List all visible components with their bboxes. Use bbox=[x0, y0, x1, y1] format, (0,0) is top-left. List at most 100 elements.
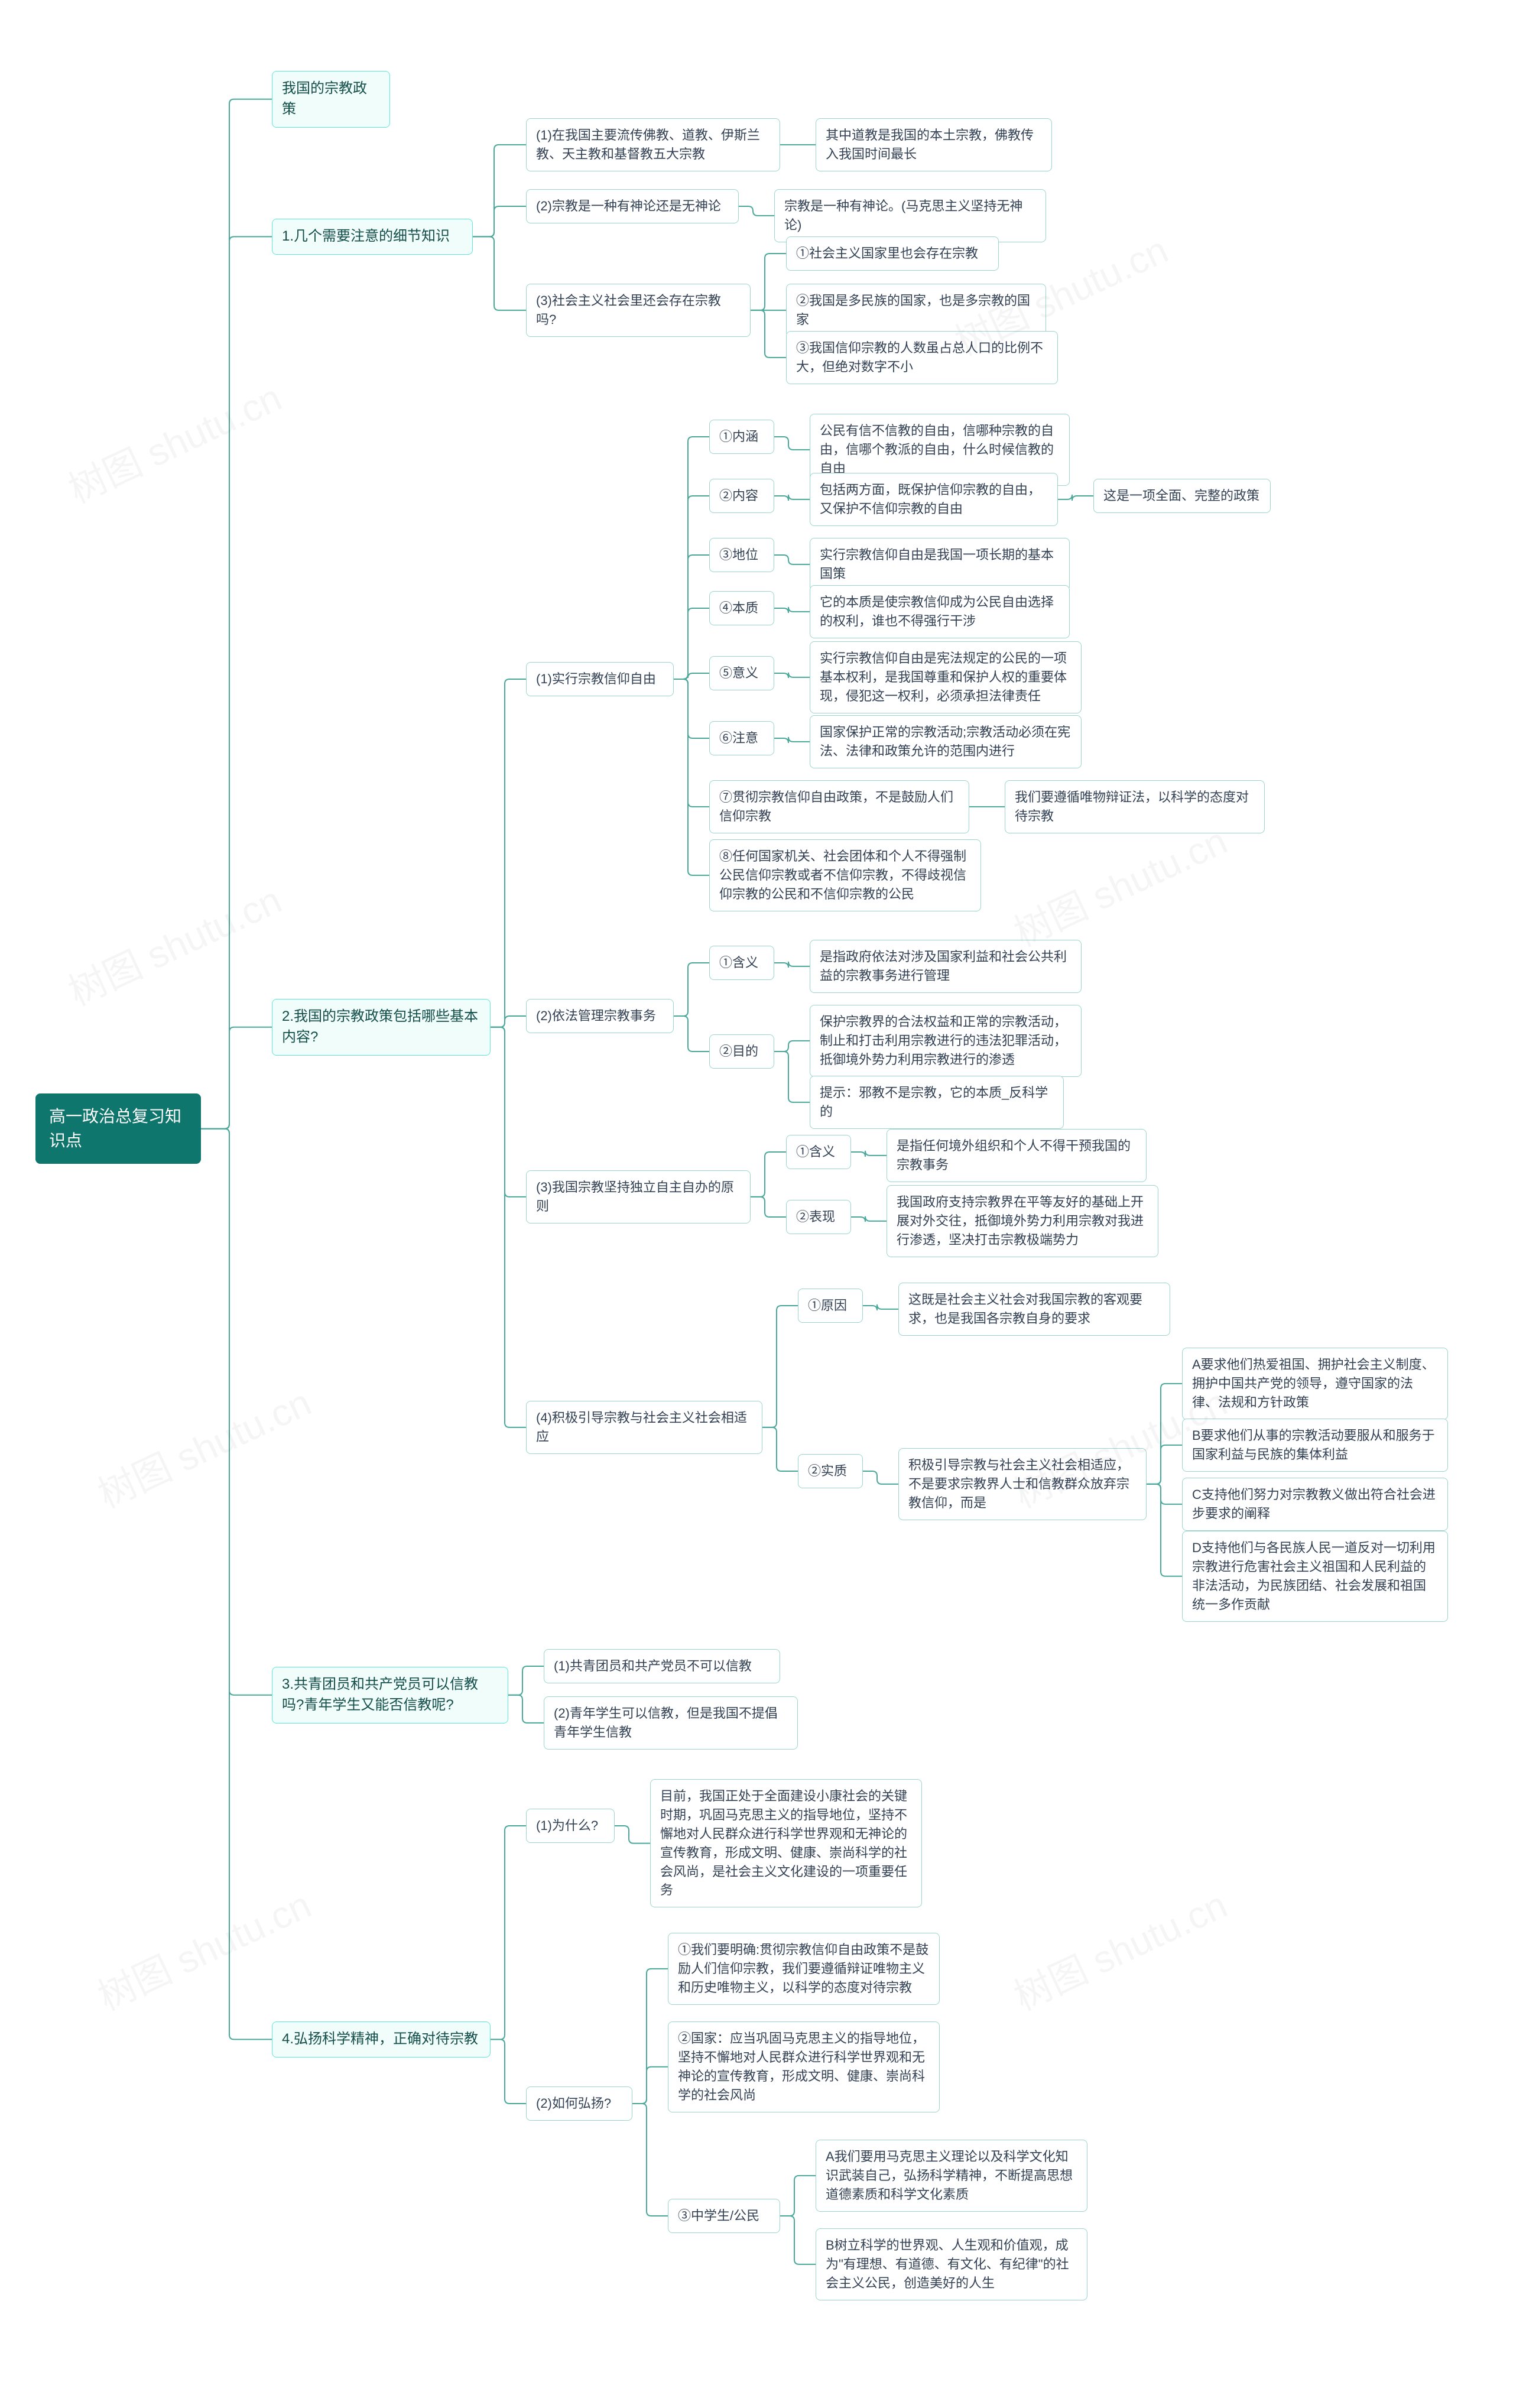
connector bbox=[201, 1129, 272, 2040]
connector bbox=[674, 963, 709, 1016]
connector bbox=[751, 310, 786, 358]
connector bbox=[780, 2176, 816, 2216]
connector bbox=[774, 607, 810, 613]
mindmap-node-t2d2a: A要求他们热爱祖国、拥护社会主义制度、拥护中国共产党的领导，遵守国家的法律、法规… bbox=[1182, 1348, 1448, 1420]
mindmap-node-t2a5x: 实行宗教信仰自由是宪法规定的公民的一项基本权利，是我国尊重和保护人权的重要体现，… bbox=[810, 641, 1082, 713]
mindmap-node-t2d2x: 积极引导宗教与社会主义社会相适应，不是要求宗教界人士和信教群众放弃宗教信仰，而是 bbox=[898, 1448, 1147, 1520]
connector bbox=[674, 673, 709, 679]
mindmap-node-t2a7: ⑦贯彻宗教信仰自由政策，不是鼓励人们信仰宗教 bbox=[709, 780, 969, 833]
mindmap-node-t2b2y: 提示：邪教不是宗教，它的本质_反科学的 bbox=[810, 1076, 1064, 1129]
watermark: 树图 shutu.cn bbox=[88, 1875, 319, 2021]
mindmap-node-t2a5: ⑤意义 bbox=[709, 656, 774, 690]
connector bbox=[774, 495, 810, 501]
connector bbox=[674, 608, 709, 679]
connector bbox=[491, 2039, 526, 2104]
connector bbox=[674, 679, 709, 875]
mindmap-node-t2b1: ①含义 bbox=[709, 946, 774, 980]
connector bbox=[1147, 1484, 1182, 1504]
connector bbox=[491, 1027, 526, 1197]
mindmap-node-t2a6: ⑥注意 bbox=[709, 721, 774, 755]
mindmap-node-t1c2: ②我国是多民族的国家，也是多宗教的国家 bbox=[786, 284, 1046, 337]
connector bbox=[751, 1152, 786, 1197]
connector bbox=[473, 206, 526, 236]
connector bbox=[774, 673, 810, 678]
mindmap-node-t2d2: ②实质 bbox=[798, 1454, 863, 1488]
connector bbox=[774, 962, 810, 968]
mindmap-node-t2c: (3)我国宗教坚持独立自主自办的原则 bbox=[526, 1170, 751, 1224]
mindmap-node-t2d: (4)积极引导宗教与社会主义社会相适应 bbox=[526, 1401, 762, 1454]
mindmap-node-t2b1x: 是指政府依法对涉及国家利益和社会公共利益的宗教事务进行管理 bbox=[810, 940, 1082, 993]
mindmap-node-t2c1x: 是指任何境外组织和个人不得干预我国的宗教事务 bbox=[887, 1129, 1147, 1182]
mindmap-node-t2a3x: 实行宗教信仰自由是我国一项长期的基本国策 bbox=[810, 538, 1070, 591]
mindmap-node-t2d1x: 这既是社会主义社会对我国宗教的客观要求，也是我国各宗教自身的要求 bbox=[898, 1283, 1170, 1336]
connector bbox=[201, 1129, 272, 1695]
mindmap-node-t2a2x: 包括两方面，既保护信仰宗教的自由，又保护不信仰宗教的自由 bbox=[810, 473, 1058, 526]
connector bbox=[751, 254, 786, 310]
mindmap-node-t2c1: ①含义 bbox=[786, 1135, 851, 1169]
mindmap-node-t1b: (2)宗教是一种有神论还是无神论 bbox=[526, 189, 739, 223]
connector bbox=[632, 1969, 668, 2104]
connector bbox=[674, 679, 709, 807]
mindmap-node-t4b2: ②国家：应当巩固马克思主义的指导地位，坚持不懈地对人民群众进行科学世界观和无神论… bbox=[668, 2021, 940, 2112]
mindmap-node-t2: 2.我国的宗教政策包括哪些基本内容? bbox=[272, 999, 491, 1056]
connector bbox=[632, 2104, 668, 2216]
connector bbox=[674, 437, 709, 679]
connector bbox=[851, 1216, 887, 1222]
connector bbox=[739, 206, 774, 216]
connector bbox=[1147, 1484, 1182, 1576]
mindmap-node-t2a6x: 国家保护正常的宗教活动;宗教活动必须在宪法、法律和政策允许的范围内进行 bbox=[810, 715, 1082, 768]
mindmap-node-t4ax: 目前，我国正处于全面建设小康社会的关键时期，巩固马克思主义的指导地位，坚持不懈地… bbox=[650, 1779, 922, 1907]
mindmap-node-t2a2: ②内容 bbox=[709, 479, 774, 513]
connector bbox=[762, 1306, 798, 1427]
mindmap-node-t1c3: ③我国信仰宗教的人数虽占总人口的比例不大，但绝对数字不小 bbox=[786, 331, 1058, 384]
connector bbox=[1147, 1445, 1182, 1484]
connector bbox=[201, 1027, 272, 1129]
mindmap-node-t2d1: ①原因 bbox=[798, 1289, 863, 1323]
mindmap-node-t2b2: ②目的 bbox=[709, 1034, 774, 1069]
mindmap-node-t2a1: ①内涵 bbox=[709, 420, 774, 454]
mindmap-node-t2a4x: 它的本质是使宗教信仰成为公民自由选择的权利，谁也不得强行干涉 bbox=[810, 585, 1070, 638]
connector bbox=[615, 1826, 650, 1844]
connector bbox=[491, 679, 526, 1027]
mindmap-node-t3b: (2)青年学生可以信教，但是我国不提倡青年学生信教 bbox=[544, 1696, 798, 1750]
mindmap-node-t1a: (1)在我国主要流传佛教、道教、伊斯兰教、天主教和基督教五大宗教 bbox=[526, 118, 780, 171]
connector bbox=[863, 1304, 898, 1310]
mindmap-node-t2a8: ⑧任何国家机关、社会团体和个人不得强制公民信仰宗教或者不信仰宗教，不得歧视信仰宗… bbox=[709, 839, 981, 911]
connector bbox=[774, 1052, 810, 1102]
mindmap-node-t2b2x: 保护宗教界的合法权益和正常的宗教活动，制止和打击利用宗教进行的违法犯罪活动，抵御… bbox=[810, 1005, 1082, 1077]
connector bbox=[1058, 495, 1093, 501]
mindmap-node-t4: 4.弘扬科学精神，正确对待宗教 bbox=[272, 2021, 491, 2057]
mindmap-node-t4a: (1)为什么? bbox=[526, 1809, 615, 1843]
connector bbox=[491, 1826, 526, 2039]
connector bbox=[632, 2067, 668, 2104]
mindmap-node-t2d2b: B要求他们从事的宗教活动要服从和服务于国家利益与民族的集体利益 bbox=[1182, 1419, 1448, 1472]
connector bbox=[863, 1471, 898, 1484]
watermark: 树图 shutu.cn bbox=[88, 1372, 319, 1518]
connector bbox=[473, 145, 526, 237]
mindmap-node-t3a: (1)共青团员和共产党员不可以信教 bbox=[544, 1649, 780, 1683]
connector bbox=[508, 1695, 544, 1723]
connector bbox=[201, 236, 272, 1128]
connector bbox=[508, 1666, 544, 1695]
connector bbox=[674, 496, 709, 679]
mindmap-node-t1b1: 宗教是一种有神论。(马克思主义坚持无神论) bbox=[774, 189, 1046, 242]
mindmap-node-t2a4: ④本质 bbox=[709, 591, 774, 625]
connector bbox=[774, 1041, 810, 1052]
connector bbox=[774, 555, 810, 564]
mindmap-node-t2a2y: 这是一项全面、完整的政策 bbox=[1093, 479, 1271, 513]
connector bbox=[780, 2216, 816, 2264]
connector bbox=[1147, 1384, 1182, 1484]
mindmap-node-t4b3: ③中学生/公民 bbox=[668, 2199, 780, 2233]
mindmap-node-t2b: (2)依法管理宗教事务 bbox=[526, 999, 674, 1033]
connector bbox=[751, 1197, 786, 1217]
connector bbox=[491, 1027, 526, 1427]
connector bbox=[473, 236, 526, 310]
connector bbox=[491, 1016, 526, 1027]
connector bbox=[674, 679, 709, 738]
connector bbox=[674, 555, 709, 679]
connector bbox=[851, 1151, 887, 1157]
mindmap-node-t3: 3.共青团员和共产党员可以信教吗?青年学生又能否信教呢? bbox=[272, 1667, 508, 1724]
mindmap-node-t2c2: ②表现 bbox=[786, 1200, 851, 1234]
mindmap-node-t1a1: 其中道教是我国的本土宗教，佛教传入我国时间最长 bbox=[816, 118, 1052, 171]
mindmap-node-t2a: (1)实行宗教信仰自由 bbox=[526, 662, 674, 696]
